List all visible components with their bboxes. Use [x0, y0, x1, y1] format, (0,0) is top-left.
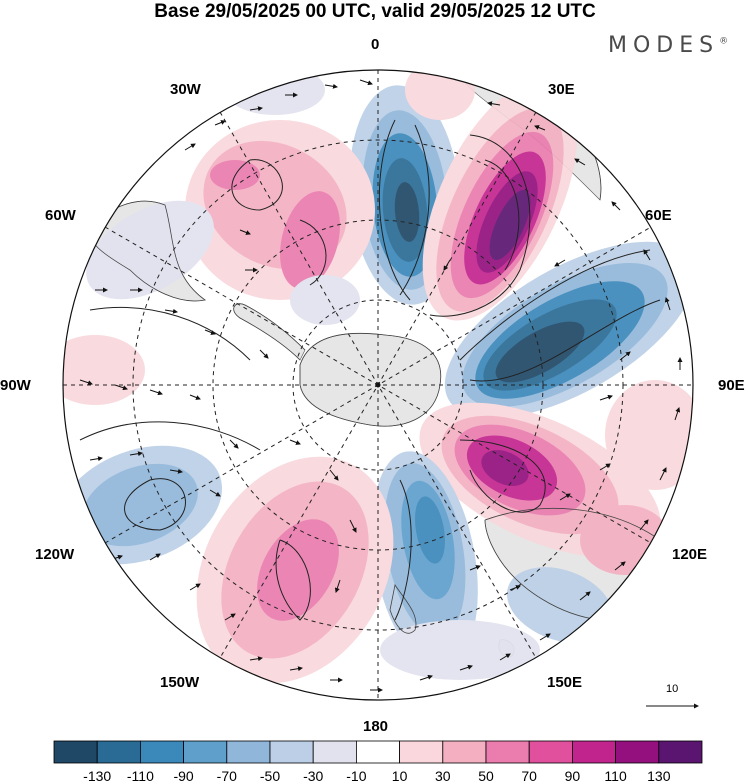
chart-title: Base 29/05/2025 00 UTC, valid 29/05/2025… — [154, 1, 596, 22]
colorbar-swatch — [139, 740, 184, 764]
colorbar-tick-label: 90 — [564, 768, 581, 784]
colorbar-tick-label: -50 — [259, 768, 281, 784]
colorbar — [53, 740, 703, 764]
lon-label-120e: 120E — [672, 546, 708, 563]
registered-mark: ® — [719, 36, 729, 47]
colorbar-swatch — [183, 740, 228, 764]
lon-label-90w: 90W — [0, 377, 31, 394]
colorbar-swatch — [355, 740, 400, 764]
colorbar-tick-label: 110 — [604, 768, 627, 784]
colorbar-swatch — [442, 740, 487, 764]
lon-label-90e: 90E — [718, 377, 745, 394]
colorbar-swatch — [485, 740, 530, 764]
map-border — [62, 69, 694, 701]
lon-label-150w: 150W — [160, 674, 200, 691]
colorbar-tick-label: 50 — [478, 768, 494, 784]
lon-label-120w: 120W — [35, 546, 75, 563]
colorbar-swatch — [658, 740, 703, 764]
vector-scale-label: 10 — [666, 683, 679, 695]
colorbar-tick-label: -90 — [173, 768, 194, 784]
lon-label-60e: 60E — [645, 207, 672, 224]
colorbar-swatch — [53, 740, 98, 764]
colorbar-swatch — [572, 740, 617, 764]
colorbar-tick-label: 130 — [647, 768, 671, 784]
colorbar-tick-label: -70 — [216, 768, 237, 784]
colorbar-tick-labels: -130 -110 -90 -70 -50 -30 -10 10 30 50 70 90 110 130 — [0, 768, 750, 784]
colorbar-swatch — [312, 740, 357, 764]
lon-label-150e: 150E — [547, 674, 583, 691]
colorbar-tick-label: 10 — [391, 768, 408, 784]
colorbar-tick-label: -30 — [303, 768, 324, 784]
lon-label-180: 180 — [363, 718, 389, 735]
colorbar-swatch — [226, 740, 271, 764]
lon-label-0: 0 — [371, 36, 380, 53]
south-pole — [375, 382, 381, 388]
lon-label-30e: 30E — [548, 81, 575, 98]
colorbar-tick-label: 30 — [435, 768, 451, 784]
colorbar-tick-label: -110 — [126, 768, 154, 784]
modes-logo: MODES® — [608, 33, 728, 58]
colorbar-tick-label: -10 — [346, 768, 367, 784]
colorbar-tick-label: 70 — [521, 768, 537, 784]
map-disc — [63, 70, 693, 700]
lon-label-30w: 30W — [170, 81, 201, 98]
colorbar-swatch — [269, 740, 314, 764]
wind-vectors — [79, 79, 683, 693]
colorbar-swatch — [399, 740, 444, 764]
colorbar-swatch — [528, 740, 573, 764]
lon-label-60w: 60W — [45, 207, 76, 224]
colorbar-swatch — [615, 740, 660, 764]
brand-text: MODES — [608, 33, 720, 58]
colorbar-tick-label: -130 — [83, 768, 112, 784]
colorbar-swatch — [96, 740, 141, 764]
